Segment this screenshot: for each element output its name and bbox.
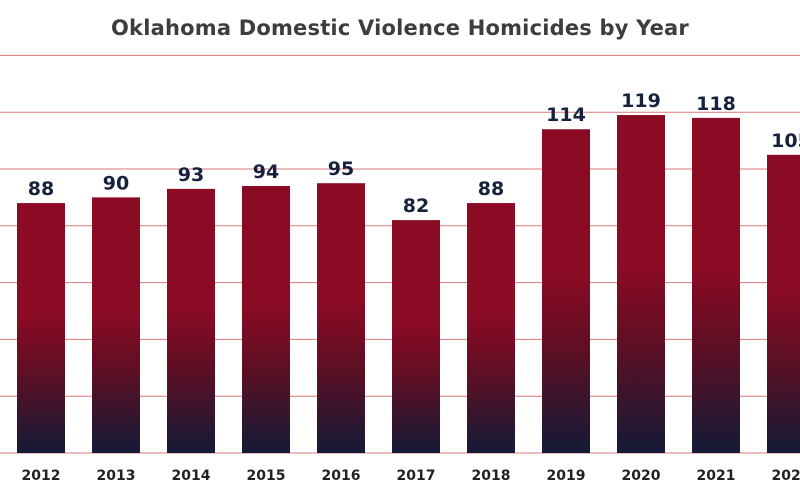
tick-label-2017: 2017 bbox=[397, 468, 436, 484]
tick-label-2019: 2019 bbox=[547, 468, 586, 484]
tick-label-2020: 2020 bbox=[622, 468, 661, 484]
bar-2018 bbox=[467, 203, 515, 453]
value-label-2021: 118 bbox=[696, 93, 736, 115]
x-axis-tick-labels: 2012 2013 2014 2015 2016 2017 2018 2019 2020 2021… bbox=[22, 468, 800, 484]
bar-2012 bbox=[17, 203, 65, 453]
tick-label-2014: 2014 bbox=[172, 468, 211, 484]
tick-label-2018: 2018 bbox=[472, 468, 511, 484]
value-label-2020: 119 bbox=[621, 90, 661, 112]
tick-label-2016: 2016 bbox=[322, 468, 361, 484]
bar-2021 bbox=[692, 117, 740, 453]
tick-label-2012: 2012 bbox=[22, 468, 61, 484]
value-label-2014: 93 bbox=[178, 164, 204, 186]
value-labels: 88 90 93 94 95 82 88 114 119 118 105 bbox=[28, 90, 800, 217]
tick-label-2021: 2021 bbox=[697, 468, 736, 484]
tick-label-2022: 2022 bbox=[772, 468, 800, 484]
bar-2020 bbox=[617, 115, 665, 453]
value-label-2018: 88 bbox=[478, 178, 504, 200]
value-label-2012: 88 bbox=[28, 178, 54, 200]
value-label-2015: 94 bbox=[253, 161, 279, 183]
bars bbox=[17, 115, 800, 454]
tick-label-2013: 2013 bbox=[97, 468, 136, 484]
bar-2016 bbox=[317, 183, 365, 453]
value-label-2017: 82 bbox=[403, 195, 429, 217]
bar-2017 bbox=[392, 220, 440, 453]
bar-2014 bbox=[167, 188, 215, 453]
bar-2022 bbox=[767, 154, 800, 454]
value-label-2019: 114 bbox=[546, 104, 586, 126]
value-label-2013: 90 bbox=[103, 172, 129, 194]
bar-2015 bbox=[242, 186, 290, 454]
value-label-2016: 95 bbox=[328, 158, 354, 180]
tick-label-2015: 2015 bbox=[247, 468, 286, 484]
chart-title: Oklahoma Domestic Violence Homicides by … bbox=[110, 16, 689, 40]
bar-2013 bbox=[92, 197, 140, 453]
value-label-2022: 105 bbox=[771, 130, 800, 152]
bar-2019 bbox=[542, 129, 590, 454]
